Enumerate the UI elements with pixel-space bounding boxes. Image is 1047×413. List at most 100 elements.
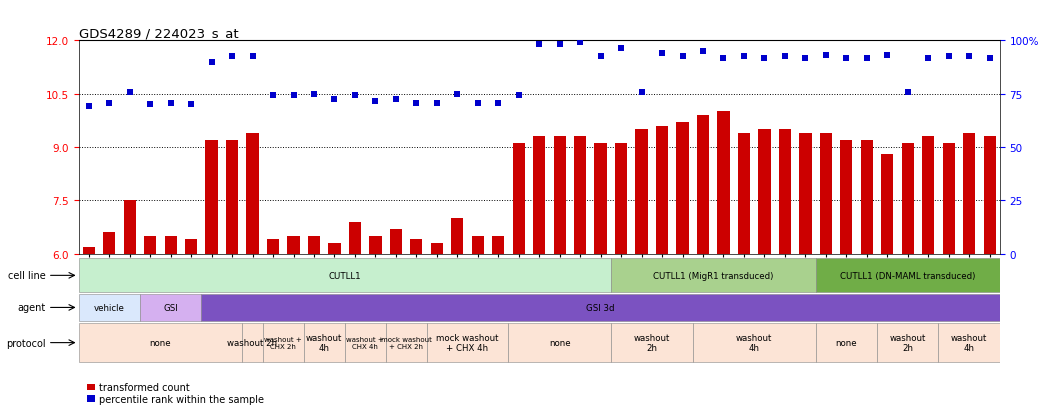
Bar — [901, 144, 914, 254]
Point — [633, 89, 650, 96]
Text: protocol: protocol — [6, 338, 46, 348]
Point — [81, 104, 97, 110]
Point — [469, 100, 486, 107]
Bar — [385, 323, 426, 363]
Bar — [717, 112, 730, 254]
Bar — [430, 243, 443, 254]
Bar — [938, 323, 1000, 363]
Bar — [693, 323, 816, 363]
Bar — [492, 236, 505, 254]
Point — [162, 100, 179, 107]
Bar — [610, 259, 816, 292]
Bar — [513, 144, 525, 254]
Text: washout +
CHX 2h: washout + CHX 2h — [265, 337, 303, 349]
Bar — [816, 323, 877, 363]
Bar — [370, 236, 381, 254]
Bar — [185, 240, 197, 254]
Bar — [509, 323, 610, 363]
Bar — [471, 236, 484, 254]
Point — [572, 40, 588, 46]
Point — [121, 89, 138, 96]
Point — [838, 56, 854, 62]
Text: GSI 3d: GSI 3d — [586, 303, 615, 312]
Bar — [205, 140, 218, 254]
Bar — [963, 133, 976, 254]
Text: agent: agent — [18, 303, 46, 313]
Bar — [983, 137, 996, 254]
Bar — [758, 130, 771, 254]
Point — [777, 54, 794, 61]
Point — [510, 93, 527, 100]
Bar — [242, 323, 263, 363]
Text: GSI: GSI — [163, 303, 178, 312]
Text: washout
4h: washout 4h — [736, 333, 773, 352]
Text: washout 2h: washout 2h — [227, 338, 277, 347]
Point — [961, 54, 978, 61]
Bar — [329, 243, 340, 254]
Point — [920, 56, 937, 62]
Text: none: none — [150, 338, 172, 347]
Point — [653, 50, 670, 57]
Bar — [942, 144, 955, 254]
Bar — [610, 323, 693, 363]
Bar — [410, 240, 423, 254]
Point — [387, 97, 404, 103]
Text: cell line: cell line — [8, 271, 46, 281]
Point — [715, 56, 732, 62]
Bar — [79, 294, 140, 322]
Point — [449, 91, 466, 98]
Text: washout
2h: washout 2h — [890, 333, 926, 352]
Bar — [103, 233, 115, 254]
Point — [940, 54, 957, 61]
Text: washout +
CHX 4h: washout + CHX 4h — [347, 337, 384, 349]
Text: none: none — [549, 338, 571, 347]
Point — [224, 54, 241, 61]
Bar — [308, 236, 320, 254]
Point — [347, 93, 363, 100]
Bar — [124, 201, 136, 254]
Bar — [344, 323, 385, 363]
Text: CUTLL1 (DN-MAML transduced): CUTLL1 (DN-MAML transduced) — [840, 271, 976, 280]
Bar — [226, 140, 239, 254]
Bar — [655, 126, 668, 254]
Text: CUTLL1: CUTLL1 — [329, 271, 361, 280]
Point — [878, 52, 895, 59]
Text: vehicle: vehicle — [94, 303, 125, 312]
Text: washout
2h: washout 2h — [633, 333, 670, 352]
Bar — [287, 236, 299, 254]
Point — [531, 42, 548, 48]
Point — [265, 93, 282, 100]
Point — [490, 100, 507, 107]
Bar — [676, 123, 689, 254]
Bar — [304, 323, 344, 363]
Point — [981, 56, 998, 62]
Bar — [816, 259, 1000, 292]
Bar — [820, 133, 832, 254]
Bar — [144, 236, 156, 254]
Bar — [615, 144, 627, 254]
Text: mock washout
+ CHX 4h: mock washout + CHX 4h — [437, 333, 498, 352]
Text: CUTLL1 (MigR1 transduced): CUTLL1 (MigR1 transduced) — [653, 271, 774, 280]
Point — [306, 91, 322, 98]
Point — [326, 97, 342, 103]
Point — [101, 100, 117, 107]
Point — [552, 42, 569, 48]
Point — [428, 100, 445, 107]
Text: GDS4289 / 224023_s_at: GDS4289 / 224023_s_at — [79, 27, 238, 40]
Bar — [840, 140, 852, 254]
Bar — [533, 137, 545, 254]
Point — [183, 102, 200, 109]
Point — [797, 56, 814, 62]
Text: washout
4h: washout 4h — [951, 333, 987, 352]
Point — [367, 98, 384, 105]
Bar — [738, 133, 750, 254]
Bar — [697, 116, 709, 254]
Point — [612, 45, 629, 52]
Bar — [263, 323, 304, 363]
Bar — [779, 130, 792, 254]
Point — [674, 54, 691, 61]
Bar — [554, 137, 565, 254]
Bar — [799, 133, 811, 254]
Point — [203, 59, 220, 66]
Point — [736, 54, 753, 61]
